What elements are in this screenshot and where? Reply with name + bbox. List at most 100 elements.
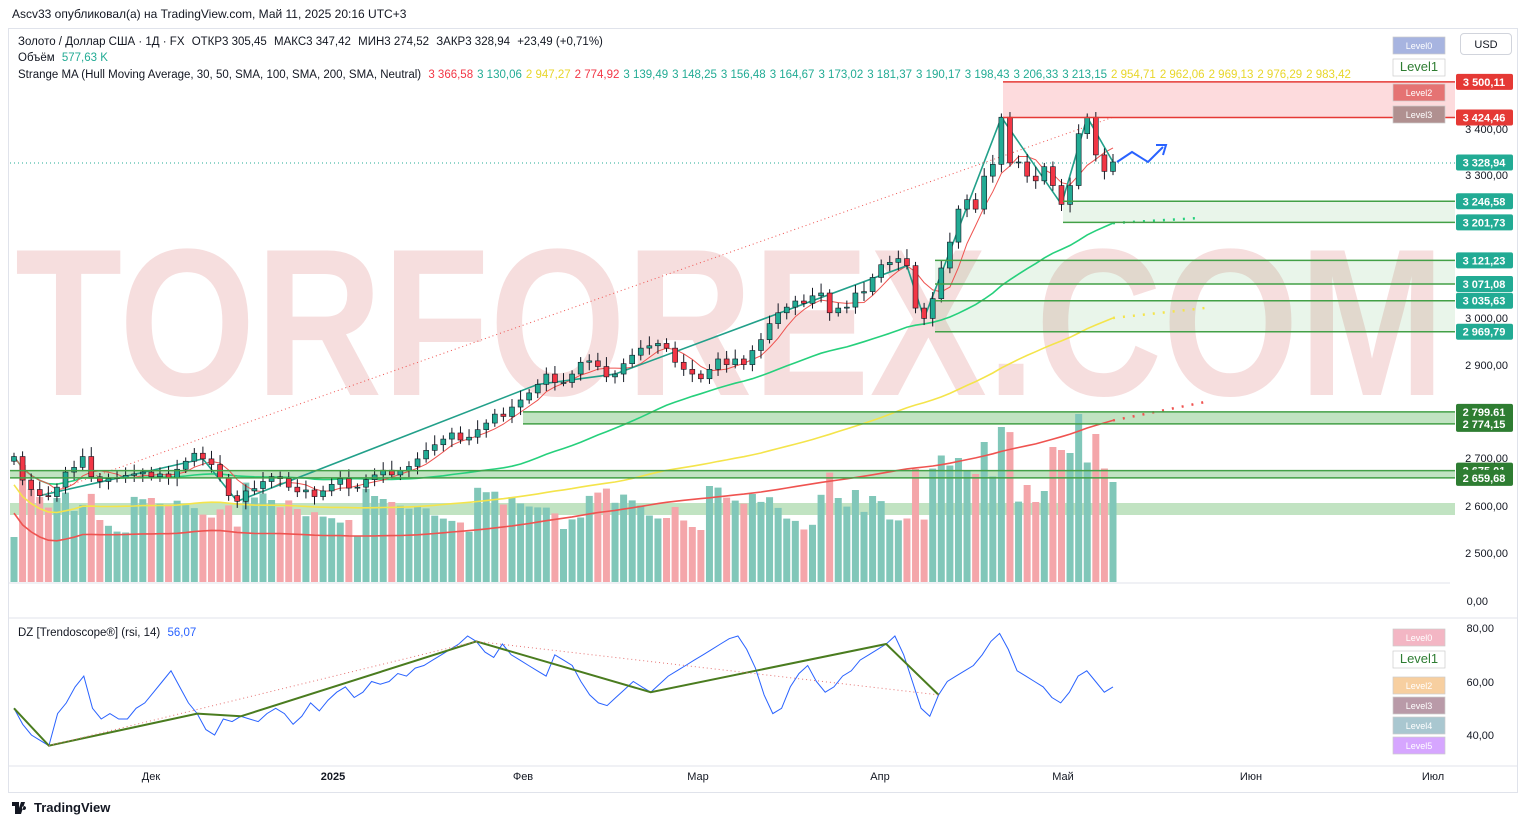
candle [182, 460, 189, 470]
rsi-level-box[interactable] [1392, 650, 1446, 669]
rsi-level-box[interactable] [1392, 716, 1446, 735]
ma-legend: Strange MA (Hull Moving Average, 30, 50,… [18, 69, 1359, 81]
price-tick: 2 900,00 [1465, 360, 1508, 372]
candle [1007, 116, 1013, 164]
volume-bar [1040, 491, 1048, 582]
volume-bar [594, 492, 602, 582]
main-level-box-label: Level2 [1406, 88, 1433, 98]
volume-bar [920, 519, 928, 582]
volume-bar [637, 505, 645, 582]
volume-bar [319, 516, 327, 582]
ma-value-1: 3 130,06 [477, 69, 522, 81]
volume-bar [448, 520, 456, 582]
main-level-box[interactable] [1392, 36, 1446, 55]
volume-bar [585, 495, 593, 582]
volume-bar [1109, 482, 1117, 582]
candle [303, 489, 309, 493]
candle [964, 199, 970, 210]
candle [603, 366, 610, 378]
volume-bar [147, 498, 155, 582]
candle [809, 295, 816, 304]
ma-50-line [13, 222, 1114, 486]
time-tick: Июн [1240, 771, 1262, 783]
volume-bar [293, 509, 301, 582]
level-label-bg [1456, 252, 1513, 269]
tradingview-logo[interactable]: TradingView [12, 800, 110, 815]
candle [869, 277, 876, 292]
volume-bar [680, 520, 688, 582]
price-tick: 2 600,00 [1465, 501, 1508, 513]
level-label: 3 201,73 [1463, 217, 1506, 229]
candle [766, 323, 773, 340]
rsi-level-box-label: Level1 [1400, 651, 1438, 666]
main-level-box[interactable] [1392, 83, 1446, 102]
candle [19, 456, 26, 481]
candle [354, 486, 361, 489]
volume-bar [757, 501, 765, 582]
candle [620, 363, 627, 375]
volume-bar [156, 503, 164, 582]
main-level-box-label: Level0 [1406, 41, 1433, 51]
rsi-value: 56,07 [167, 627, 197, 639]
level-label: 2 659,68 [1463, 473, 1506, 485]
watermark: TORFOREX.COM [15, 205, 1445, 440]
candle [346, 478, 352, 489]
volume-zero-tick: 0,00 [1467, 596, 1488, 608]
candle [552, 373, 558, 383]
rsi-label[interactable]: DZ [Trendoscope®] (rsi, 14) [18, 627, 161, 639]
candle [818, 292, 824, 297]
rsi-level-box[interactable] [1392, 736, 1446, 755]
rsi-zigzag [13, 640, 940, 747]
main-level-box[interactable] [1392, 105, 1446, 124]
rsi-level-box[interactable] [1392, 696, 1446, 715]
main-level-box-label: Level3 [1406, 110, 1433, 120]
ohlc-change: +23,49 (+0,71%) [517, 36, 603, 48]
level-label-bg [1456, 73, 1513, 90]
rsi-level-box[interactable] [1392, 628, 1446, 647]
volume-bar [1083, 462, 1091, 582]
volume-bar [620, 494, 628, 582]
volume-bar [766, 497, 774, 582]
trend-dotted-line [39, 116, 1114, 497]
candle [466, 436, 472, 441]
candle [612, 373, 618, 378]
candle [294, 486, 301, 493]
volume-bar [250, 497, 258, 582]
volume-bar [113, 531, 121, 582]
support-zone-2 [935, 260, 1455, 285]
candle [655, 343, 661, 347]
volume-bar [731, 500, 739, 582]
volume-bar [714, 487, 722, 582]
candle [1110, 161, 1116, 172]
volume-label[interactable]: Объём [18, 52, 55, 64]
ma-label[interactable]: Strange MA (Hull Moving Average, 30, 50,… [18, 69, 422, 81]
volume-bar [491, 491, 499, 582]
level-label-bg [1456, 469, 1513, 486]
volume-bar [800, 529, 808, 582]
candle [328, 484, 335, 492]
volume-bar [388, 502, 396, 582]
candle [414, 458, 421, 467]
candle [749, 350, 756, 365]
volume-bar [96, 520, 104, 582]
volume-bar [654, 518, 662, 582]
rsi-level-box[interactable] [1392, 676, 1446, 695]
time-tick: Дек [142, 771, 161, 783]
ma-value-6: 3 156,48 [720, 69, 766, 81]
candle [775, 312, 781, 324]
candle [741, 358, 747, 365]
symbol-name[interactable]: Золото / Доллар США · 1Д · FX [18, 36, 185, 48]
main-level-box[interactable] [1392, 58, 1446, 77]
candle [826, 292, 833, 314]
volume-bar [1057, 450, 1065, 582]
ma-value-17: 2 976,29 [1257, 69, 1303, 81]
volume-bar [517, 503, 525, 582]
rsi-line [13, 632, 1114, 747]
candle [54, 486, 60, 497]
volume-bar [36, 496, 44, 582]
currency-button[interactable]: USD [1460, 33, 1512, 55]
volume-legend: Объём 577,63 K [18, 52, 112, 64]
candle [45, 495, 52, 497]
candle [1041, 166, 1048, 182]
